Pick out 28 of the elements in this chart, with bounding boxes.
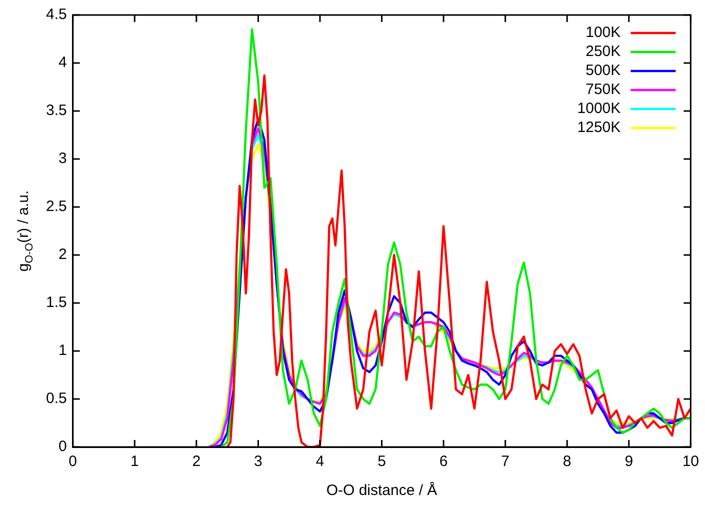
y-tick-label: 3 (58, 150, 67, 168)
legend-label: 1000K (577, 100, 621, 118)
x-tick-label: 8 (562, 453, 572, 470)
x-tick-label: 3 (254, 453, 262, 470)
legend-label: 250K (586, 43, 621, 60)
y-tick-label: 2 (58, 246, 67, 264)
y-tick-label: 4 (58, 54, 67, 72)
y-tick-label: 0.5 (46, 390, 67, 408)
x-tick-label: 4 (316, 453, 324, 470)
legend-label: 1250K (577, 119, 621, 136)
y-tick-label: 4.5 (46, 6, 67, 24)
x-axis-title: O-O distance / Å (326, 481, 438, 499)
legend-label: 100K (586, 24, 621, 42)
x-tick-label: 5 (378, 453, 386, 470)
y-tick-label: 0 (58, 438, 67, 456)
y-tick-label: 3.5 (46, 102, 67, 120)
x-tick-label: 7 (501, 453, 510, 470)
legend-label: 750K (586, 81, 621, 98)
y-tick-label: 1 (58, 342, 67, 360)
y-tick-label: 1.5 (46, 294, 67, 312)
y-axis-title: gO-O(r) / a.u. (15, 190, 36, 272)
x-tick-label: 6 (439, 453, 448, 470)
legend-label: 500K (586, 62, 621, 80)
x-tick-label: 1 (130, 453, 139, 470)
y-tick-label: 2.5 (46, 198, 67, 216)
x-tick-label: 9 (624, 453, 634, 470)
x-tick-label: 2 (192, 453, 201, 470)
x-tick-label: 10 (682, 453, 699, 470)
